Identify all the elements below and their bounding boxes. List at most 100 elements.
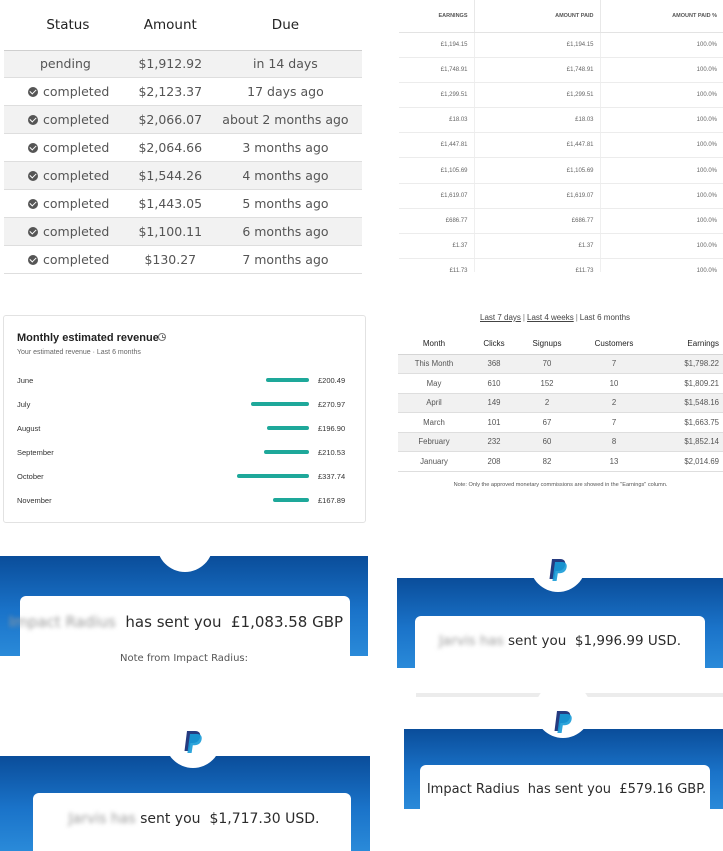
payment-card: [20, 596, 350, 668]
table-row: January 208 82 13 $2,014.69: [398, 451, 723, 472]
percent-cell: 100.0%: [599, 258, 723, 272]
filter-last-4-weeks[interactable]: Last 4 weeks: [527, 313, 574, 322]
signups-cell: 152: [518, 373, 576, 394]
amount-paid-cell: £1,748.91: [473, 57, 600, 83]
filter-last-7-days[interactable]: Last 7 days: [480, 313, 521, 322]
check-circle-icon: [28, 115, 38, 126]
revenue-row: October £337.74: [4, 470, 365, 484]
revenue-row: August £196.90: [4, 422, 365, 436]
revenue-bar[interactable]: [273, 498, 309, 502]
clicks-cell: 232: [470, 432, 518, 452]
revenue-row: September £210.53: [4, 446, 365, 460]
message-text-has: has: [479, 633, 504, 649]
status-cell: completed: [4, 245, 132, 274]
table-row: March 101 67 7 $1,663.75: [398, 412, 723, 433]
revenue-bar[interactable]: [237, 474, 309, 478]
amount-cell: $1,912.92: [131, 50, 209, 79]
earnings-cell: $1,548.16: [652, 393, 723, 413]
table-row: completed $2,123.37 17 days ago: [4, 77, 362, 107]
payment-amount: $1,717.30 USD.: [209, 811, 320, 827]
percent-cell: 100.0%: [599, 233, 723, 260]
status-label: completed: [43, 112, 110, 128]
revenue-bar[interactable]: [266, 378, 309, 382]
payment-card: [33, 793, 351, 851]
earnings-cell: £1,447.81: [399, 132, 474, 159]
payment-amount: $1,996.99 USD.: [574, 633, 682, 649]
revenue-row: July £270.97: [4, 398, 365, 412]
amount-paid-cell: £1,105.69: [473, 157, 600, 184]
signups-cell: 2: [518, 393, 576, 413]
status-label: pending: [40, 56, 91, 72]
column-header-earnings[interactable]: EARNINGS: [399, 0, 474, 33]
revenue-value: £270.97: [318, 400, 346, 409]
column-header-due[interactable]: Due: [208, 0, 362, 51]
revenue-bar[interactable]: [267, 426, 309, 430]
column-header-amount-paid[interactable]: AMOUNT PAID: [473, 0, 600, 33]
revenue-value: £337.74: [318, 472, 346, 481]
amount-cell: $1,544.26: [131, 161, 209, 190]
revenue-month-label: August: [17, 424, 41, 433]
column-header-customers: Customers: [576, 334, 652, 355]
amount-paid-cell: £1,299.51: [473, 82, 600, 109]
amount-paid-cell: £1,194.15: [473, 32, 600, 58]
message-text: has sent you: [527, 782, 612, 797]
column-header-amount[interactable]: Amount: [131, 0, 209, 51]
earnings-cell: £1,194.15: [399, 32, 474, 58]
month-cell: February: [398, 432, 470, 452]
payment-message: Impact Radius has sent you £579.16 GBP.: [410, 782, 723, 797]
column-header-earnings: Earnings: [652, 334, 723, 355]
payment-notification-usd-2: Jarvis has sent you $1,717.30 USD.: [0, 690, 370, 851]
filter-separator: |: [575, 313, 578, 322]
amount-cell: $2,064.66: [131, 133, 209, 163]
signups-cell: 60: [518, 432, 576, 452]
table-row: completed $1,100.11 6 months ago: [4, 217, 362, 246]
due-cell: 7 months ago: [208, 245, 362, 274]
status-cell: completed: [4, 133, 132, 163]
table-row: completed $1,443.05 5 months ago: [4, 189, 362, 218]
percent-cell: 100.0%: [599, 32, 723, 58]
amount-paid-cell: £1,447.81: [473, 132, 600, 159]
payouts-table: Status Amount Due pending $1,912.92 in 1…: [4, 0, 362, 274]
customers-cell: 7: [576, 412, 652, 433]
revenue-bar[interactable]: [264, 450, 309, 454]
due-cell: about 2 months ago: [208, 105, 362, 135]
table-row: £1.37 £1.37 100.0%: [399, 233, 723, 260]
filter-separator: |: [522, 313, 525, 322]
earnings-cell: £1,299.51: [399, 82, 474, 109]
column-header-status[interactable]: Status: [4, 0, 132, 51]
amount-paid-cell: £1.37: [473, 233, 600, 260]
column-header-amount-paid-percent[interactable]: AMOUNT PAID %: [599, 0, 723, 33]
column-header-clicks: Clicks: [470, 334, 518, 355]
payment-message: Jarvis has sent you $1,996.99 USD.: [397, 633, 723, 649]
payment-notification-impact-gbp: Impact Radius has sent you £1,083.58 GBP…: [0, 540, 368, 668]
paypal-logo-icon: [549, 559, 567, 581]
clock-icon[interactable]: [158, 333, 166, 341]
amount-cell: $1,100.11: [131, 217, 209, 246]
earnings-cell: £1.37: [399, 233, 474, 260]
status-cell: pending: [4, 50, 132, 79]
status-cell: completed: [4, 77, 132, 107]
amount-cell: $1,443.05: [131, 189, 209, 218]
earnings-cell: £18.03: [399, 107, 474, 134]
column-header-month: Month: [398, 334, 470, 355]
month-cell: This Month: [398, 354, 470, 374]
revenue-card-subtitle: Your estimated revenue · Last 6 months: [17, 349, 141, 356]
amount-paid-cell: £11.73: [473, 258, 600, 272]
paypal-logo-icon: [554, 711, 572, 733]
customers-cell: 8: [576, 432, 652, 452]
table-row: pending $1,912.92 in 14 days: [4, 50, 362, 79]
signups-cell: 67: [518, 412, 576, 433]
filter-last-6-months[interactable]: Last 6 months: [579, 313, 631, 322]
amount-paid-cell: £18.03: [473, 107, 600, 134]
status-cell: completed: [4, 161, 132, 190]
check-circle-icon: [28, 171, 38, 181]
check-circle-icon: [28, 226, 38, 237]
table-row: This Month 368 70 7 $1,798.22: [398, 354, 723, 374]
revenue-bar[interactable]: [251, 402, 309, 406]
sender-name: Jarvis: [438, 633, 476, 649]
status-label: completed: [43, 140, 110, 156]
table-row: May 610 152 10 $1,809.21: [398, 373, 723, 394]
table-row: completed $2,066.07 about 2 months ago: [4, 105, 362, 135]
revenue-value: £200.49: [318, 376, 346, 385]
customers-cell: 13: [576, 451, 652, 472]
